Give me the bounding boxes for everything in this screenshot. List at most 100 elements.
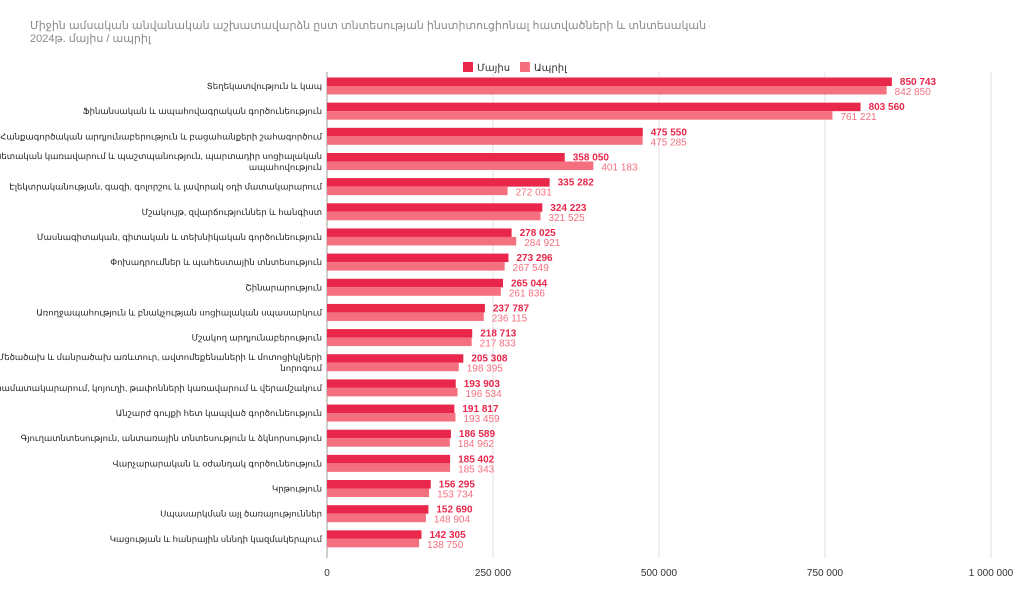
data-label-april: 198 395 bbox=[467, 364, 504, 375]
category-label: Ջրամատակարարում, կոյուղի, թափոնների կառա… bbox=[0, 383, 323, 393]
legend-label-april: Ապրիլ bbox=[534, 63, 568, 74]
data-label-april: 842 850 bbox=[895, 87, 932, 98]
category-label: նորոգում bbox=[279, 363, 322, 373]
chart-title: Միջին ամսական անվանական աշխատավարձն ըստ … bbox=[30, 20, 710, 46]
data-label-april: 321 525 bbox=[548, 213, 585, 224]
data-label-mayis: 185 402 bbox=[458, 454, 495, 465]
bar-mayis bbox=[327, 203, 543, 212]
data-label-april: 475 285 bbox=[651, 137, 688, 148]
bar-april bbox=[327, 337, 472, 347]
category-label: Էլեկտրականության, գազի, գոլորշու և լավոր… bbox=[9, 182, 322, 192]
chart-title-line-1: Միջին ամսական անվանական աշխատավարձն ըստ … bbox=[30, 20, 710, 32]
data-label-april: 267 549 bbox=[513, 263, 550, 274]
bar-april bbox=[327, 513, 426, 523]
bar-april bbox=[327, 111, 833, 120]
bar-april bbox=[327, 236, 517, 246]
data-label-april: 236 115 bbox=[492, 313, 528, 324]
bar-april bbox=[327, 287, 501, 296]
data-label-mayis: 218 713 bbox=[480, 329, 517, 340]
category-label: Սպասարկման այլ ծառայություններ bbox=[160, 509, 322, 519]
bar-april bbox=[327, 463, 451, 472]
data-label-mayis: 186 589 bbox=[459, 429, 496, 440]
data-label-april: 148 904 bbox=[434, 515, 471, 526]
data-label-mayis: 278 025 bbox=[520, 228, 557, 239]
bar-mayis bbox=[327, 354, 464, 363]
data-label-april: 153 734 bbox=[437, 490, 474, 501]
bar-april bbox=[327, 438, 450, 447]
bar-april bbox=[327, 262, 505, 271]
bar-april bbox=[327, 413, 456, 422]
category-label: Շինարարություն bbox=[245, 282, 322, 292]
bar-mayis bbox=[327, 253, 509, 263]
data-label-mayis: 265 044 bbox=[511, 278, 548, 289]
bar-mayis bbox=[327, 404, 455, 414]
category-label: Ֆինանսական և ապահովագրական գործունեությո… bbox=[83, 106, 322, 116]
category-label: Անշարժ գույքի հետ կապված գործունեություն bbox=[116, 408, 322, 418]
bar-mayis bbox=[327, 127, 643, 137]
bar-april bbox=[327, 86, 887, 95]
data-label-mayis: 156 295 bbox=[439, 480, 476, 491]
bar-april bbox=[327, 362, 459, 372]
data-label-mayis: 142 305 bbox=[429, 530, 466, 541]
bar-mayis bbox=[327, 480, 431, 489]
data-label-mayis: 850 743 bbox=[900, 77, 937, 88]
data-label-mayis: 803 560 bbox=[869, 102, 906, 113]
bar-mayis bbox=[327, 152, 565, 162]
bar-april bbox=[327, 538, 420, 548]
category-label: Վարչարարական և օժանդակ գործունեություն bbox=[112, 458, 322, 468]
category-label: Տեղեկատվություն և կապ bbox=[207, 81, 322, 91]
chart-title-line-2: 2024թ. մայիս / ապրիլ bbox=[30, 33, 151, 45]
x-tick-label: 0 bbox=[324, 568, 330, 579]
data-label-april: 761 221 bbox=[840, 112, 877, 123]
legend-swatch-april bbox=[520, 62, 530, 72]
category-label: Կրթություն bbox=[272, 484, 322, 494]
bar-mayis bbox=[327, 329, 473, 338]
x-tick-label: 750 000 bbox=[807, 568, 844, 579]
data-label-mayis: 335 282 bbox=[558, 178, 595, 189]
category-label: Մեծածախ և մանրածախ առևտուր, ավտոմեքենանե… bbox=[0, 352, 322, 362]
bar-mayis bbox=[327, 505, 429, 514]
data-label-april: 138 750 bbox=[427, 540, 464, 551]
x-tick-label: 250 000 bbox=[475, 568, 512, 579]
bar-mayis bbox=[327, 77, 892, 86]
category-label: Կացության և հանրային սննդի կազմակերպում bbox=[110, 534, 323, 544]
category-label: Հանքագործական արդյունաբերություն և բացահ… bbox=[0, 131, 322, 141]
bar-mayis bbox=[327, 429, 451, 439]
data-label-mayis: 193 903 bbox=[464, 379, 501, 390]
category-label: Առողջապահություն և բնակչության սոցիալակա… bbox=[36, 307, 322, 317]
bar-mayis bbox=[327, 102, 861, 112]
bar-april bbox=[327, 136, 643, 145]
x-tick-label: 1 000 000 bbox=[969, 568, 1014, 579]
category-label: Փոխադրումներ և պահեստային տնտեսություն bbox=[110, 257, 322, 267]
data-label-mayis: 152 690 bbox=[436, 505, 473, 516]
legend-swatch-mayis bbox=[463, 62, 473, 72]
bar-april bbox=[327, 161, 594, 170]
data-label-mayis: 358 050 bbox=[573, 152, 610, 163]
category-label: ապահովություն bbox=[249, 162, 322, 172]
bar-april bbox=[327, 186, 508, 196]
data-label-april: 184 962 bbox=[458, 439, 495, 450]
bar-mayis bbox=[327, 278, 503, 288]
data-label-mayis: 205 308 bbox=[471, 354, 508, 365]
data-label-april: 217 833 bbox=[480, 339, 517, 350]
data-label-april: 284 921 bbox=[524, 238, 561, 249]
data-label-april: 185 343 bbox=[458, 464, 495, 475]
data-label-mayis: 237 787 bbox=[493, 303, 530, 314]
bar-april bbox=[327, 312, 484, 321]
legend-label-mayis: Մայիս bbox=[477, 63, 510, 74]
category-label: Մասնագիտական, գիտական և տեխնիկական գործո… bbox=[37, 232, 322, 242]
category-label: Մշակող արդյունաբերություն bbox=[192, 333, 322, 343]
category-label: Գյուղատնտեսություն, անտառային տնտեսությո… bbox=[21, 433, 322, 443]
data-label-april: 196 534 bbox=[465, 389, 502, 400]
bar-april bbox=[327, 211, 541, 221]
bar-april bbox=[327, 387, 458, 397]
data-label-april: 193 459 bbox=[463, 414, 500, 425]
data-label-april: 261 836 bbox=[509, 288, 546, 299]
category-label: Մշակույթ, զվարճություններ և հանգիստ bbox=[142, 207, 322, 217]
data-label-mayis: 324 223 bbox=[550, 203, 587, 214]
data-label-mayis: 273 296 bbox=[516, 253, 553, 264]
bar-mayis bbox=[327, 228, 512, 237]
bar-mayis bbox=[327, 530, 422, 539]
data-label-april: 401 183 bbox=[601, 162, 638, 173]
